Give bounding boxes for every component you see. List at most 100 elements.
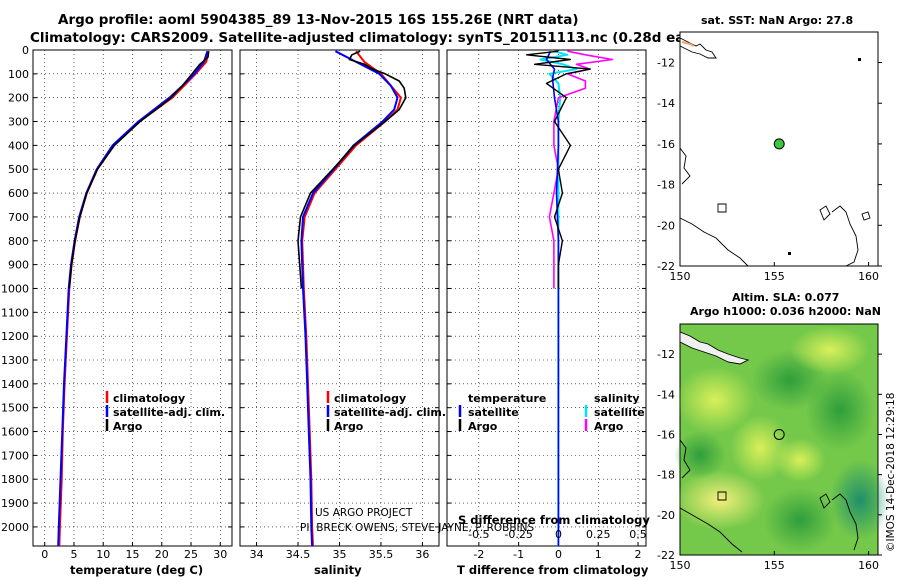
depth-tick-label: 1300: [1, 354, 29, 367]
map-y-tick-label: -16: [657, 138, 675, 151]
sla-island-1: [819, 493, 831, 509]
map-y-tick-label: -14: [657, 388, 675, 401]
sla-coastline-west: [679, 439, 691, 479]
x-tick-label: 10: [96, 548, 110, 561]
x-tick-label: 0: [41, 548, 48, 561]
salinity-legend: climatology satellite-adj. clim. Argo: [326, 391, 446, 433]
depth-tick-label: 1700: [1, 449, 29, 462]
sst-island-3: [861, 211, 871, 221]
imos-watermark: ©IMOS 14-Dec-2018 12:29:18: [885, 393, 897, 552]
depth-tick-label: 1200: [1, 330, 29, 343]
depth-tick-label: 1800: [1, 473, 29, 486]
depth-tick-label: 800: [8, 235, 29, 248]
x-tick-label: 34.5: [286, 548, 311, 561]
x-tick-label: 2: [635, 548, 642, 561]
salinity-argo-line: [297, 50, 407, 289]
project-note-line-2: PI: BRECK OWENS, STEVE JAYNE, P. ROBBINS: [300, 522, 534, 534]
diff-salinity-argo-line: [548, 50, 614, 289]
sst-coastline-solomon: [679, 37, 717, 59]
map-x-tick-label: 155: [764, 270, 785, 283]
sst-island-2: [717, 203, 727, 213]
sla-map: 150 155 160 -12 -14 -16 -18 -20 -22: [657, 323, 890, 572]
map-y-tick-label: -18: [657, 469, 675, 482]
sla-patch: [675, 366, 755, 434]
depth-tick-label: 0: [22, 44, 29, 57]
depth-axis-labels: 0 100 200 300 400 500 600 700 800 900 1000 1100 1200…: [1, 44, 29, 534]
x-tick-label: 35: [333, 548, 347, 561]
diff-legend-t-argo-label: Argo: [468, 420, 498, 433]
sst-map-title: sat. SST: NaN Argo: 27.8: [701, 14, 853, 27]
map-y-tick-label: -12: [657, 57, 675, 70]
sst-map: 150 155 160 -12 -14 -16 -18 -20 -22: [657, 31, 882, 283]
sst-coastline-southwest: [679, 217, 749, 267]
map-y-tick-label: -20: [657, 219, 675, 232]
depth-tick-label: 200: [8, 92, 29, 105]
salinity-axis-label: salinity: [314, 563, 362, 577]
depth-tick-label: 500: [8, 163, 29, 176]
s-diff-tick-label: -0.25: [504, 528, 532, 541]
x-axis-tick-labels: 0 5 10 15 20 25 30 34 34.5 35 35.5 36 -2 -1 0 1 2 -0.5 -0.…: [41, 528, 647, 561]
sla-patch: [830, 460, 890, 540]
map-x-tick-label: 150: [670, 559, 691, 572]
x-tick-label: -1: [513, 548, 524, 561]
title-line-1: Argo profile: aoml 5904385_89 13-Nov-201…: [58, 12, 579, 28]
depth-tick-label: 900: [8, 259, 29, 272]
sla-patch: [806, 370, 874, 450]
diff-temperature-satellite-line: [545, 50, 560, 546]
sla-coastline-vanuatu: [831, 493, 859, 551]
x-tick-label: 0: [555, 548, 562, 561]
diff-legend-temperature-heading: temperature: [468, 392, 546, 405]
project-note-line-1: US ARGO PROJECT: [315, 507, 413, 519]
s-diff-tick-label: 0: [555, 528, 562, 541]
s-diff-tick-label: -0.5: [468, 528, 489, 541]
x-tick-label: 5: [70, 548, 77, 561]
map-x-tick-label: 155: [764, 559, 785, 572]
diff-legend-t-satellite-label: satellite: [468, 406, 519, 419]
sla-map-title-1: Altim. SLA: 0.077: [732, 291, 839, 304]
depth-tick-label: 300: [8, 116, 29, 129]
sst-argo-marker: [773, 138, 785, 150]
temperature-argo-line: [68, 51, 210, 289]
legend-argo-label: Argo: [334, 420, 364, 433]
depth-tick-label: 1100: [1, 306, 29, 319]
x-tick-label: 20: [155, 548, 169, 561]
s-diff-tick-label: 0.5: [629, 528, 647, 541]
s-difference-axis-label: S difference from climatology: [458, 513, 650, 527]
map-y-tick-label: -22: [657, 260, 675, 273]
depth-tick-label: 600: [8, 187, 29, 200]
depth-tick-label: 700: [8, 211, 29, 224]
x-tick-label: 15: [126, 548, 140, 561]
map-x-tick-label: 160: [858, 270, 879, 283]
sla-patch: [790, 326, 870, 374]
map-y-tick-label: -14: [657, 97, 675, 110]
sst-island-5: [788, 252, 791, 255]
depth-tick-label: 1400: [1, 378, 29, 391]
sla-land-solomon: [679, 331, 750, 365]
sst-island-4: [858, 58, 861, 61]
x-tick-label: 1: [595, 548, 602, 561]
map-y-tick-label: -16: [657, 428, 675, 441]
sla-coastline-southwest: [679, 507, 743, 553]
profile-panels: [32, 49, 647, 547]
legend-climatology-label: climatology: [334, 392, 406, 405]
sla-patch: [774, 438, 826, 482]
map-x-tick-label: 150: [670, 270, 691, 283]
sla-map-title-2: Argo h1000: 0.036 h2000: NaN: [690, 305, 881, 318]
sla-patch: [674, 431, 726, 479]
sst-coastline-west: [679, 147, 691, 185]
diff-legend-s-satellite-label: satellite: [594, 406, 645, 419]
temperature-axis-label: temperature (deg C): [70, 563, 203, 577]
depth-tick-label: 1000: [1, 282, 29, 295]
title-line-2: Climatology: CARS2009. Satellite-adjuste…: [30, 30, 722, 46]
x-tick-label: -2: [473, 548, 484, 561]
difference-legend: temperature satellite Argo salinity sate…: [458, 392, 645, 433]
difference-panel-frame: [446, 49, 647, 547]
diff-legend-salinity-heading: salinity: [594, 392, 640, 405]
legend-argo-label: Argo: [113, 420, 143, 433]
x-tick-label: 30: [213, 548, 227, 561]
diff-temperature-argo-line: [525, 50, 591, 289]
legend-satellite-label: satellite-adj. clim.: [334, 406, 446, 419]
x-tick-label: 25: [184, 548, 198, 561]
sst-island-1: [819, 205, 831, 221]
